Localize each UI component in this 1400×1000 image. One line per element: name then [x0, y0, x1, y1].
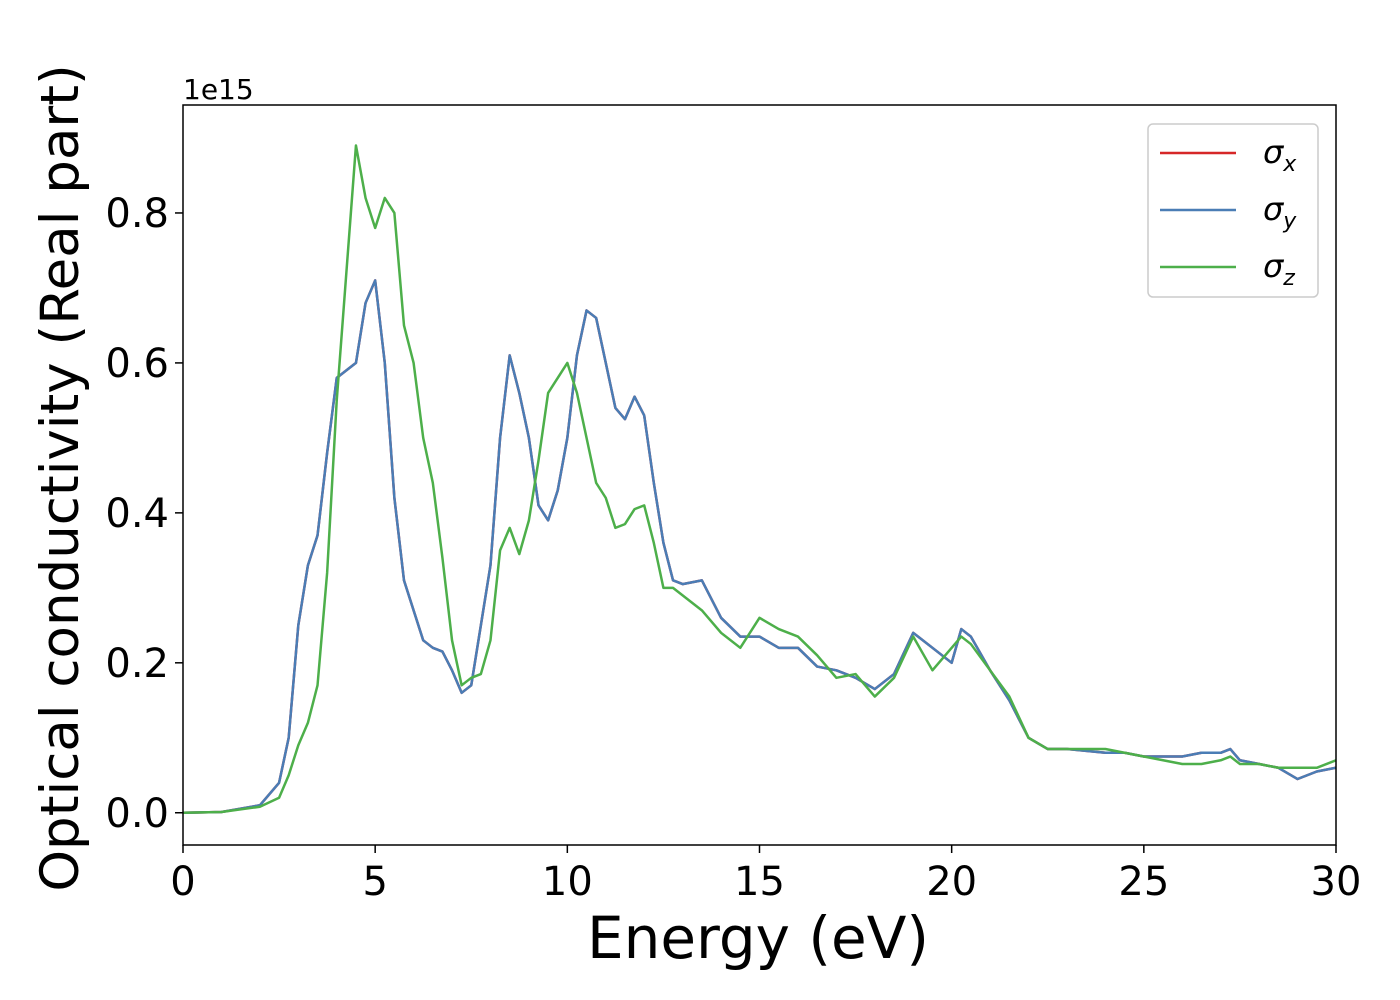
legend-label: σz	[1263, 247, 1295, 291]
x-tick-label: 20	[926, 859, 977, 905]
x-axis-label: Energy (eV)	[587, 904, 929, 972]
y-tick-label: 0.8	[105, 191, 169, 237]
y-tick-label: 0.2	[105, 641, 169, 687]
x-tick-label: 15	[734, 859, 785, 905]
y-tick-label: 0.4	[105, 491, 169, 537]
x-tick-label: 10	[542, 859, 593, 905]
y-tick-label: 0.0	[105, 791, 169, 837]
y-offset-text: 1e15	[183, 73, 254, 106]
legend-label: σx	[1263, 133, 1297, 177]
x-tick-label: 25	[1118, 859, 1169, 905]
y-tick-label: 0.6	[105, 341, 169, 387]
legend-label: σy	[1263, 190, 1297, 234]
y-axis-label: Optical conductivity (Real part)	[30, 64, 91, 891]
series-line	[183, 279, 1336, 815]
plot-frame	[182, 104, 1337, 846]
x-tick-label: 0	[170, 859, 195, 905]
series-line	[183, 144, 1336, 815]
x-tick-label: 5	[362, 859, 387, 905]
x-tick-label: 30	[1311, 859, 1362, 905]
